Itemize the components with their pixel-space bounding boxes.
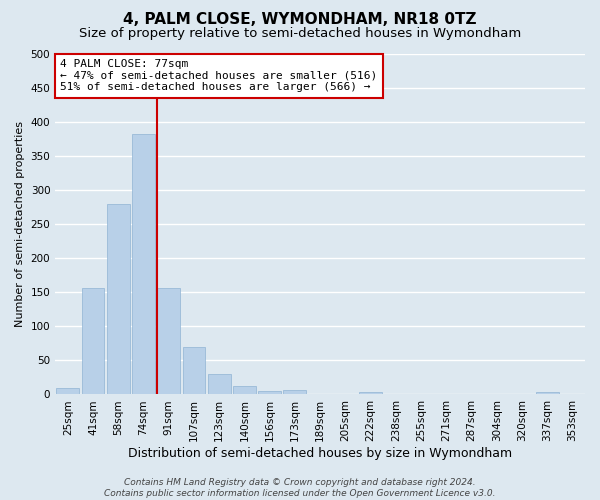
Bar xyxy=(56,388,79,394)
Bar xyxy=(359,392,382,394)
Y-axis label: Number of semi-detached properties: Number of semi-detached properties xyxy=(15,121,25,327)
X-axis label: Distribution of semi-detached houses by size in Wymondham: Distribution of semi-detached houses by … xyxy=(128,447,512,460)
Text: Contains HM Land Registry data © Crown copyright and database right 2024.
Contai: Contains HM Land Registry data © Crown c… xyxy=(104,478,496,498)
Bar xyxy=(283,390,306,394)
Text: Size of property relative to semi-detached houses in Wymondham: Size of property relative to semi-detach… xyxy=(79,28,521,40)
Bar xyxy=(536,392,559,394)
Bar xyxy=(182,347,205,395)
Text: 4 PALM CLOSE: 77sqm
← 47% of semi-detached houses are smaller (516)
51% of semi-: 4 PALM CLOSE: 77sqm ← 47% of semi-detach… xyxy=(61,59,378,92)
Text: 4, PALM CLOSE, WYMONDHAM, NR18 0TZ: 4, PALM CLOSE, WYMONDHAM, NR18 0TZ xyxy=(123,12,477,28)
Bar xyxy=(82,288,104,395)
Bar xyxy=(132,134,155,394)
Bar xyxy=(208,374,230,394)
Bar xyxy=(258,391,281,394)
Bar xyxy=(107,204,130,394)
Bar xyxy=(233,386,256,394)
Bar xyxy=(157,288,180,395)
